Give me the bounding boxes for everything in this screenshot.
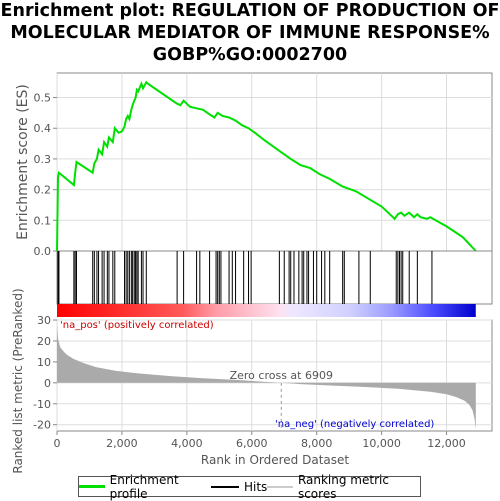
xtick-label: 12,000 [427, 437, 466, 450]
legend-item-hits: Hits [210, 479, 268, 494]
xtick-label: 4,000 [171, 437, 203, 450]
es-ytick-label: 0.4 [34, 122, 52, 135]
xtick-label: 10,000 [362, 437, 401, 450]
ranking-color-bar [57, 304, 476, 317]
title-line-2: MOLECULAR MEDIATOR OF IMMUNE RESPONSE% [10, 23, 490, 43]
es-panel: 0.0 0.1 0.2 0.3 0.4 0.5 Enrichment score (ES) [15, 72, 493, 258]
metric-ytick-label: -20 [33, 419, 51, 432]
neg-correlated-label: 'na_neg' (negatively correlated) [275, 419, 434, 430]
legend-swatch-metric [267, 485, 293, 488]
zero-cross-label: Zero cross at 6909 [230, 369, 333, 382]
es-ytick-label: 0.5 [34, 92, 52, 105]
metric-ytick-label: 20 [37, 335, 51, 348]
legend-label-hits: Hits [243, 479, 268, 494]
metric-ytick-label: 0 [44, 377, 51, 390]
legend-item-metric: Ranking metric scores [267, 473, 420, 501]
es-ylabel: Enrichment score (ES) [15, 84, 31, 240]
legend-item-profile: Enrichment profile [79, 473, 211, 501]
xtick-label: 2,000 [106, 437, 138, 450]
es-panel-frame [56, 72, 493, 252]
pos-correlated-label: 'na_pos' (positively correlated) [60, 320, 214, 331]
es-ytick-label: 0.1 [34, 214, 52, 227]
legend-swatch-profile [79, 485, 105, 488]
hits-panel [56, 250, 493, 317]
legend-label-profile: Enrichment profile [109, 472, 179, 501]
metric-ytick-label: 30 [37, 314, 51, 327]
chart-title: Enrichment plot: REGULATION OF PRODUCTIO… [0, 0, 500, 66]
legend-label-metric: Ranking metric scores [297, 472, 389, 501]
ranking-metric-area [57, 324, 476, 429]
metric-ytick-label: -10 [33, 398, 51, 411]
enrichment-profile-line [56, 80, 477, 252]
es-ytick-label: 0.0 [34, 245, 52, 258]
title-line-3: GOBP%GO:0002700 [152, 45, 348, 65]
metric-ytick-label: 10 [37, 356, 51, 369]
es-ytick-label: 0.3 [34, 153, 52, 166]
xtick-label: 0 [54, 437, 61, 450]
metric-panel: 30 20 10 0 -10 -20 Zero cross at 6909 'na_pos… [11, 288, 493, 474]
es-ytick-label: 0.2 [34, 184, 52, 197]
xlabel: Rank in Ordered Dataset [201, 453, 349, 467]
hits-panel-frame [56, 250, 493, 305]
legend: Enrichment profile Hits Ranking metric s… [78, 473, 421, 501]
title-line-1: Enrichment plot: REGULATION OF PRODUCTIO… [0, 1, 500, 21]
xtick-label: 8,000 [301, 437, 333, 450]
metric-ylabel: Ranked list metric (PreRanked) [11, 288, 25, 473]
legend-swatch-hits [210, 485, 239, 488]
xtick-label: 6,000 [236, 437, 268, 450]
